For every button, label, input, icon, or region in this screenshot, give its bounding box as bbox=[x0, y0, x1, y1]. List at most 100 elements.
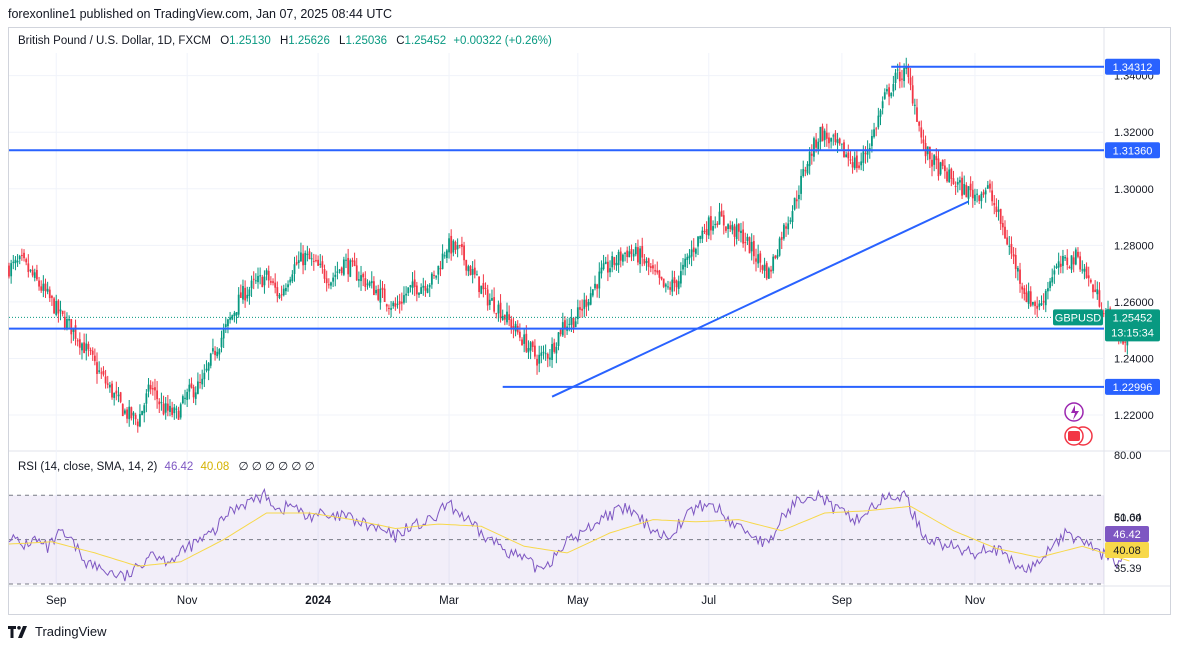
candle-body bbox=[585, 299, 588, 307]
candle-body bbox=[282, 288, 285, 296]
candle-body bbox=[1004, 226, 1006, 239]
candle-body bbox=[388, 308, 390, 310]
candle-body bbox=[963, 184, 966, 195]
candle-body bbox=[1094, 289, 1097, 292]
candle-body bbox=[334, 274, 337, 277]
candle-body bbox=[422, 285, 425, 288]
candle-body bbox=[154, 387, 156, 391]
candle-body bbox=[291, 274, 294, 282]
tradingview-footer[interactable]: TradingView bbox=[8, 624, 107, 639]
candle-body bbox=[166, 403, 169, 411]
candle-body bbox=[1057, 261, 1060, 268]
candle-body bbox=[546, 353, 549, 359]
candle-body bbox=[667, 286, 669, 288]
candle-body bbox=[181, 396, 184, 404]
candle-body bbox=[254, 280, 257, 282]
price-tick-label: 1.22000 bbox=[1114, 410, 1154, 422]
candle-body bbox=[216, 351, 219, 357]
change-value: +0.00322 (+0.26%) bbox=[453, 35, 552, 47]
candle-body bbox=[542, 351, 545, 353]
candle-body bbox=[70, 319, 73, 335]
candle-body bbox=[961, 177, 963, 196]
candle-body bbox=[759, 253, 762, 263]
candle-body bbox=[53, 298, 55, 314]
candle-body bbox=[134, 414, 137, 420]
candle-body bbox=[469, 266, 472, 276]
candle-body bbox=[508, 314, 511, 320]
candle-body bbox=[628, 251, 631, 258]
rsi-value-tag bbox=[1105, 542, 1149, 558]
time-tick-label: Sep bbox=[46, 595, 66, 607]
candle-body bbox=[782, 224, 785, 239]
candle-body bbox=[360, 275, 362, 282]
candle-body bbox=[342, 259, 345, 275]
candle-body bbox=[248, 289, 251, 296]
candle-body bbox=[119, 392, 122, 402]
rsi-level-label: 35.39 bbox=[1114, 563, 1142, 575]
candle-body bbox=[965, 185, 968, 198]
candle-body bbox=[763, 264, 766, 271]
candle-body bbox=[25, 259, 28, 263]
candle-body bbox=[233, 312, 236, 317]
candle-body bbox=[102, 370, 105, 375]
candle-body bbox=[491, 298, 493, 301]
candle-body bbox=[209, 353, 212, 366]
candle-body bbox=[602, 263, 605, 270]
rsi-tick-label: 80.00 bbox=[1114, 450, 1142, 462]
candle-body bbox=[441, 253, 444, 269]
candle-body bbox=[931, 159, 933, 167]
candle-body bbox=[59, 309, 62, 312]
candle-body bbox=[473, 267, 476, 275]
candle-body bbox=[761, 265, 764, 270]
candle-body bbox=[557, 332, 560, 347]
candle-body bbox=[622, 254, 624, 262]
candle-body bbox=[997, 209, 1000, 212]
candle-body bbox=[147, 384, 150, 392]
candle-body bbox=[366, 283, 369, 285]
candle-body bbox=[257, 275, 259, 283]
candle-body bbox=[126, 409, 128, 419]
candle-body bbox=[495, 313, 498, 315]
candle-body bbox=[430, 273, 433, 285]
candle-body bbox=[918, 121, 921, 126]
candle-body bbox=[677, 281, 680, 289]
candle-body bbox=[894, 72, 897, 83]
price-tick-label: 1.24000 bbox=[1114, 353, 1154, 365]
candle-body bbox=[866, 149, 869, 155]
candle-body bbox=[840, 143, 843, 145]
candle-body bbox=[330, 282, 332, 286]
candle-body bbox=[160, 402, 163, 404]
candle-body bbox=[171, 407, 174, 415]
candle-body bbox=[38, 280, 40, 287]
candle-body bbox=[845, 154, 848, 158]
candle-body bbox=[619, 251, 622, 261]
lightning-bolt-icon bbox=[1071, 405, 1079, 420]
candle-body bbox=[29, 269, 32, 271]
candle-body bbox=[272, 281, 274, 283]
candle-body bbox=[175, 408, 178, 410]
candle-body bbox=[707, 217, 710, 236]
candle-body bbox=[40, 286, 43, 291]
rsi-value-label: 46.42 bbox=[1113, 529, 1141, 541]
candle-body bbox=[810, 153, 813, 156]
candle-body bbox=[435, 275, 438, 278]
candle-body bbox=[308, 251, 311, 260]
candle-body bbox=[1062, 255, 1064, 266]
candle-body bbox=[259, 275, 262, 277]
candle-body bbox=[179, 404, 182, 418]
candle-body bbox=[971, 189, 974, 199]
candle-body bbox=[96, 362, 98, 374]
candle-body bbox=[892, 84, 895, 92]
candle-body bbox=[304, 252, 307, 266]
candle-body bbox=[969, 183, 972, 191]
candle-body bbox=[484, 287, 487, 289]
candle-body bbox=[218, 349, 221, 355]
candle-body bbox=[802, 169, 805, 177]
candle-body bbox=[531, 341, 534, 348]
candle-body bbox=[467, 266, 470, 272]
candle-body bbox=[890, 92, 893, 97]
candle-body bbox=[403, 295, 405, 303]
candle-body bbox=[98, 370, 101, 372]
price-tick-label: 1.30000 bbox=[1114, 184, 1154, 196]
